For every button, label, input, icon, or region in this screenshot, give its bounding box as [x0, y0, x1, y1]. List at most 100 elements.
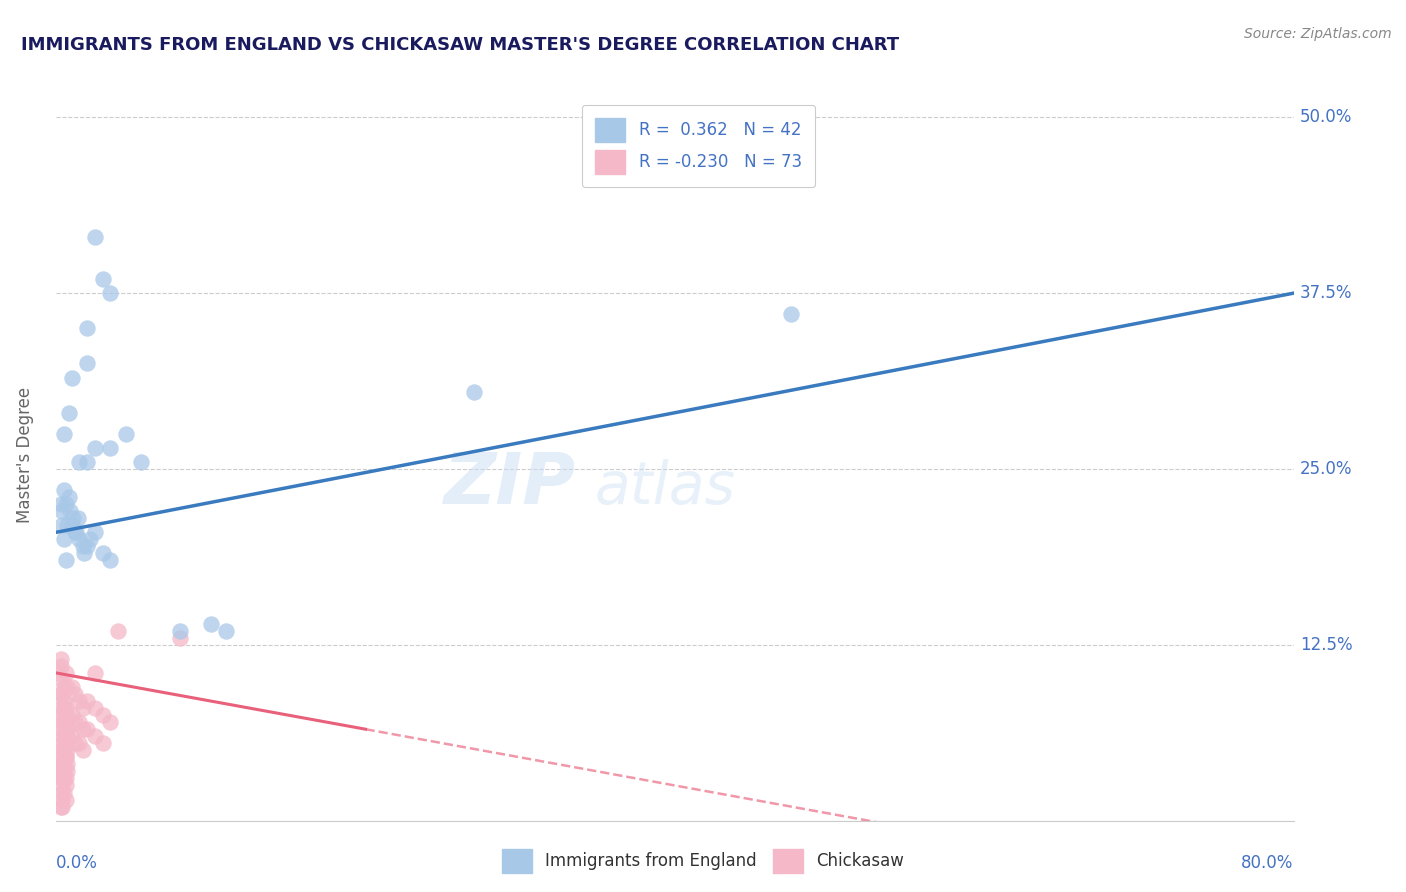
Point: [58, 490, 80, 504]
Point: [60, 708, 83, 723]
Point: [91, 272, 114, 286]
Point: [51, 518, 73, 533]
Point: [51, 799, 73, 814]
Point: [51, 772, 73, 786]
Point: [53, 701, 76, 715]
Point: [49, 799, 72, 814]
Text: atlas: atlas: [595, 459, 735, 516]
Point: [55, 750, 77, 764]
Point: [84, 701, 107, 715]
Point: [49, 687, 72, 701]
Point: [55, 497, 77, 511]
Point: [98, 441, 122, 455]
Text: 25.0%: 25.0%: [1299, 460, 1353, 478]
Point: [69, 736, 90, 750]
Point: [72, 743, 94, 757]
Point: [49, 701, 72, 715]
Point: [91, 546, 114, 560]
Point: [49, 497, 72, 511]
Point: [53, 757, 76, 772]
Point: [72, 539, 94, 553]
Point: [51, 723, 73, 737]
Point: [91, 736, 114, 750]
Text: 80.0%: 80.0%: [1241, 854, 1294, 871]
Point: [91, 708, 114, 723]
Point: [51, 792, 73, 806]
Point: [169, 624, 191, 638]
Point: [69, 694, 90, 708]
Point: [51, 708, 73, 723]
Legend: Immigrants from England, Chickasaw: Immigrants from England, Chickasaw: [495, 842, 911, 880]
Text: ZIP: ZIP: [444, 450, 576, 518]
Point: [98, 553, 122, 567]
Point: [56, 764, 79, 779]
Point: [51, 750, 73, 764]
Point: [73, 546, 96, 560]
Point: [56, 743, 79, 757]
Point: [215, 624, 238, 638]
Point: [53, 426, 76, 441]
Point: [55, 779, 77, 793]
Point: [56, 757, 79, 772]
Point: [60, 518, 83, 533]
Point: [84, 441, 107, 455]
Text: IMMIGRANTS FROM ENGLAND VS CHICKASAW MASTER'S DEGREE CORRELATION CHART: IMMIGRANTS FROM ENGLAND VS CHICKASAW MAS…: [21, 36, 900, 54]
Point: [463, 384, 485, 399]
Point: [51, 779, 73, 793]
Text: 0.0%: 0.0%: [56, 854, 98, 871]
Point: [98, 286, 122, 301]
Point: [51, 757, 73, 772]
Point: [49, 764, 72, 779]
Text: 12.5%: 12.5%: [1299, 636, 1353, 654]
Point: [115, 426, 138, 441]
Point: [53, 715, 76, 730]
Point: [53, 764, 76, 779]
Point: [48, 665, 70, 680]
Point: [53, 772, 76, 786]
Point: [63, 687, 86, 701]
Point: [56, 729, 79, 743]
Text: 50.0%: 50.0%: [1299, 108, 1353, 127]
Point: [60, 729, 83, 743]
Point: [69, 715, 90, 730]
Point: [53, 694, 76, 708]
Point: [107, 624, 129, 638]
Point: [53, 729, 76, 743]
Point: [65, 525, 87, 540]
Point: [66, 511, 89, 525]
Point: [79, 533, 101, 547]
Point: [98, 715, 122, 730]
Point: [53, 743, 76, 757]
Point: [63, 736, 86, 750]
Point: [169, 631, 191, 645]
Point: [49, 785, 72, 799]
Point: [55, 715, 77, 730]
Point: [76, 356, 98, 371]
Point: [49, 652, 72, 666]
Point: [55, 792, 77, 806]
Point: [53, 533, 76, 547]
Point: [49, 659, 72, 673]
Point: [84, 665, 107, 680]
Point: [60, 370, 83, 384]
Point: [63, 525, 86, 540]
Point: [49, 757, 72, 772]
Point: [129, 455, 153, 469]
Point: [55, 665, 77, 680]
Point: [60, 680, 83, 694]
Point: [55, 772, 77, 786]
Text: Master's Degree: Master's Degree: [17, 387, 34, 523]
Point: [56, 518, 79, 533]
Point: [53, 680, 76, 694]
Point: [55, 553, 77, 567]
Point: [76, 694, 98, 708]
Text: 37.5%: 37.5%: [1299, 285, 1353, 302]
Point: [200, 616, 222, 631]
Point: [58, 406, 80, 420]
Point: [72, 723, 94, 737]
Point: [56, 708, 79, 723]
Point: [76, 723, 98, 737]
Point: [62, 511, 84, 525]
Point: [84, 230, 107, 244]
Point: [780, 307, 803, 321]
